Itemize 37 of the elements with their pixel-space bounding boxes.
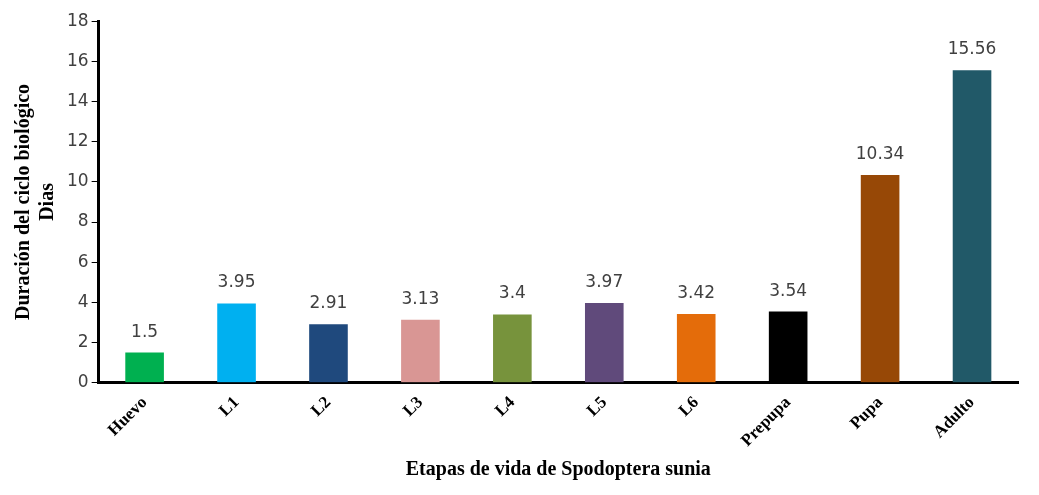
x-tick-label: L4 bbox=[490, 392, 519, 420]
y-tick-label: 16 bbox=[66, 49, 89, 70]
data-label: 3.97 bbox=[585, 270, 624, 291]
bar bbox=[401, 319, 440, 383]
bar bbox=[217, 303, 256, 383]
y-tick-label: 14 bbox=[66, 89, 89, 110]
y-tick-label: 12 bbox=[66, 130, 89, 151]
data-label: 3.42 bbox=[677, 281, 716, 302]
data-label: 3.54 bbox=[769, 279, 808, 300]
y-tick-label: 6 bbox=[77, 250, 89, 271]
data-label: 10.34 bbox=[855, 142, 905, 163]
x-tick-label: L6 bbox=[674, 392, 703, 420]
y-tick-label: 8 bbox=[77, 210, 89, 231]
y-tick-label: 4 bbox=[77, 290, 89, 311]
y-tick-label: 18 bbox=[66, 9, 89, 30]
y-tick-label: 2 bbox=[77, 330, 89, 351]
bar bbox=[493, 314, 532, 383]
data-label: 1.5 bbox=[131, 320, 159, 341]
bar bbox=[125, 352, 164, 383]
data-label: 15.56 bbox=[947, 38, 997, 59]
x-tick-label: L1 bbox=[215, 392, 243, 420]
bar bbox=[676, 314, 716, 383]
y-tick-label: 10 bbox=[66, 170, 89, 191]
x-tick-label: L2 bbox=[306, 392, 335, 420]
x-axis-title: Etapas de vida de Spodoptera sunia bbox=[405, 457, 711, 481]
data-label: 3.95 bbox=[217, 271, 256, 292]
y-tick-label: 0 bbox=[77, 371, 89, 392]
bar bbox=[584, 302, 624, 383]
data-label: 2.91 bbox=[309, 292, 348, 313]
bar bbox=[309, 324, 348, 383]
bar bbox=[860, 175, 900, 383]
data-label: 3.4 bbox=[498, 282, 526, 303]
data-label: 3.13 bbox=[401, 287, 440, 308]
bar bbox=[952, 70, 992, 383]
x-tick-label: L3 bbox=[398, 392, 427, 420]
x-tick-label: L5 bbox=[582, 392, 611, 420]
y-axis-title: Duración del ciclo biológico Dias bbox=[11, 83, 58, 320]
